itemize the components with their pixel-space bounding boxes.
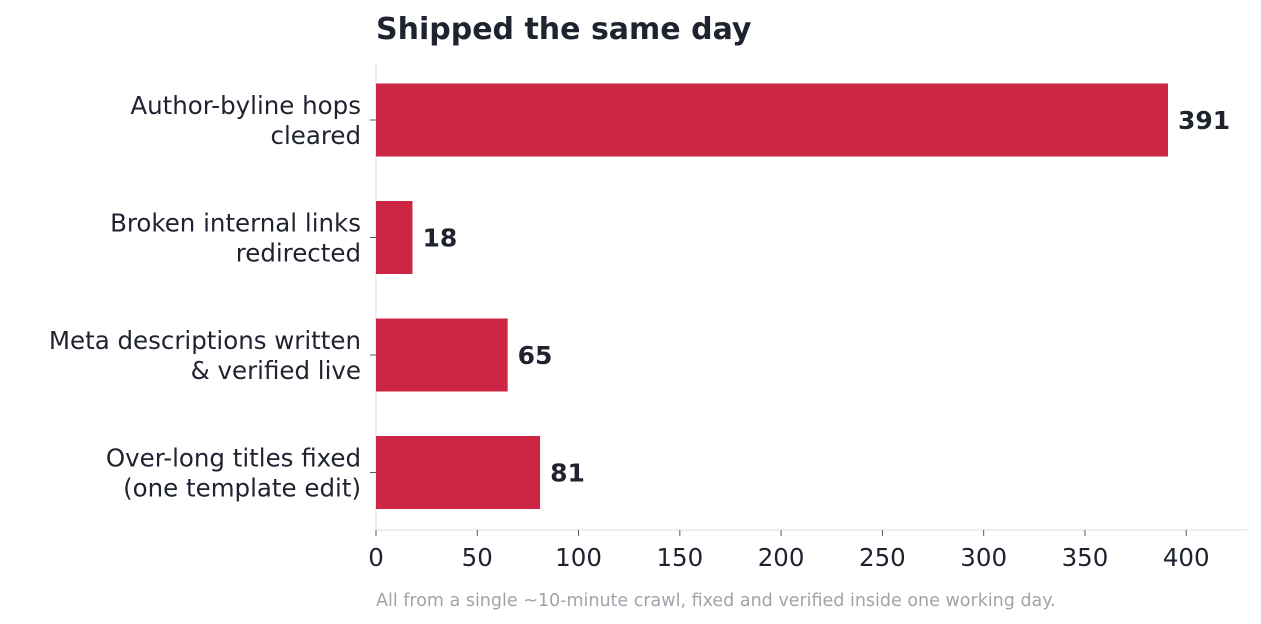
value-labels: 391 18 65 81: [422, 106, 1230, 488]
category-label: Author-byline hops cleared: [130, 91, 361, 150]
x-tick-label: 0: [368, 543, 384, 572]
value-label: 65: [518, 341, 553, 370]
chart-bars: [376, 83, 1169, 509]
x-tick-label: 400: [1163, 543, 1210, 572]
category-label: Broken internal links redirected: [110, 209, 361, 268]
category-labels: Author-byline hops cleared Broken internal…: [49, 91, 376, 503]
x-tick-label: 250: [859, 543, 906, 572]
value-label: 81: [550, 459, 585, 488]
bar: [376, 318, 508, 392]
x-tick-label: 150: [656, 543, 703, 572]
bar: [376, 436, 541, 509]
chart-footnote: All from a single ~10-minute crawl, fixe…: [376, 591, 1056, 611]
category-label: Over-long titles fixed (one template edit…: [106, 444, 361, 503]
bar: [376, 83, 1169, 157]
x-tick-label: 100: [555, 543, 602, 572]
x-tick-label: 200: [758, 543, 805, 572]
value-label: 391: [1178, 106, 1230, 135]
x-tick-label: 350: [1062, 543, 1109, 572]
chart-title: Shipped the same day: [376, 12, 752, 47]
x-tick-label: 300: [960, 543, 1007, 572]
x-axis-ticks: 0 50 100 150 200 250 300 350 400: [368, 530, 1210, 572]
bar: [376, 201, 413, 274]
category-label: Meta descriptions written & verified live: [49, 326, 361, 385]
value-label: 18: [422, 224, 457, 253]
x-tick-label: 50: [462, 543, 493, 572]
